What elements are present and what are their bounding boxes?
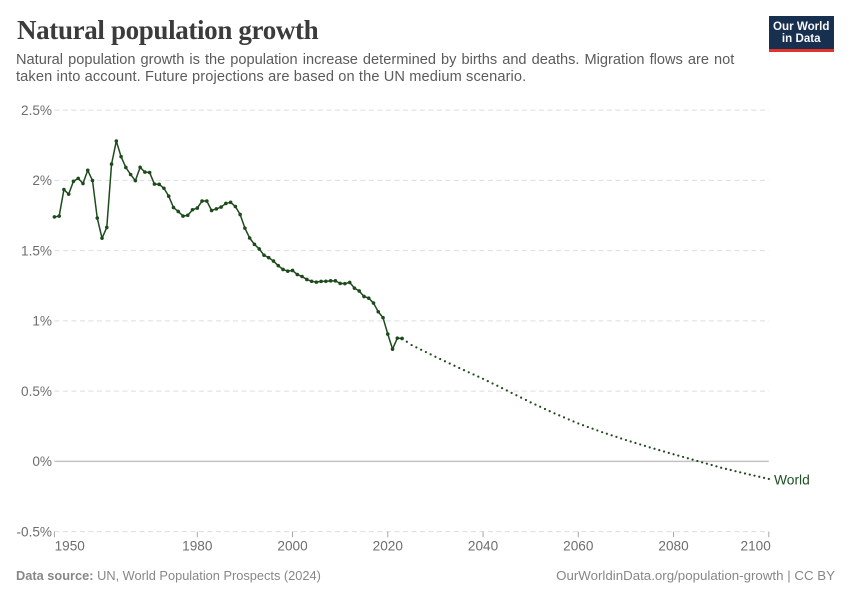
svg-text:2000: 2000 (277, 539, 308, 554)
svg-text:World: World (774, 473, 810, 488)
svg-text:2080: 2080 (658, 539, 689, 554)
svg-text:2.5%: 2.5% (21, 103, 52, 118)
svg-text:0%: 0% (32, 454, 52, 469)
svg-text:1%: 1% (32, 314, 52, 329)
svg-text:-0.5%: -0.5% (16, 524, 52, 539)
svg-text:2020: 2020 (373, 539, 404, 554)
svg-text:1.5%: 1.5% (21, 243, 52, 258)
svg-text:2060: 2060 (563, 539, 594, 554)
svg-text:0.5%: 0.5% (21, 384, 52, 399)
svg-text:2%: 2% (32, 173, 52, 188)
svg-text:1980: 1980 (182, 539, 213, 554)
svg-text:2100: 2100 (741, 539, 772, 554)
svg-text:2040: 2040 (468, 539, 499, 554)
svg-text:1950: 1950 (55, 539, 86, 554)
